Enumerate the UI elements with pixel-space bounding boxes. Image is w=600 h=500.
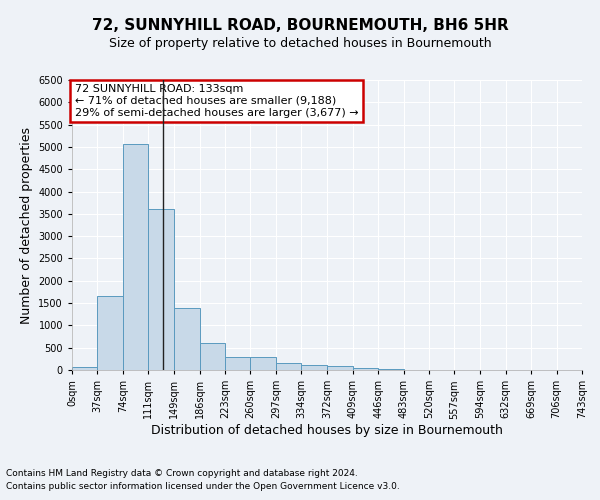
Text: 72, SUNNYHILL ROAD, BOURNEMOUTH, BH6 5HR: 72, SUNNYHILL ROAD, BOURNEMOUTH, BH6 5HR xyxy=(92,18,508,32)
Bar xyxy=(301,365,328,370)
Bar xyxy=(200,343,225,370)
Bar xyxy=(328,366,353,370)
Text: Contains HM Land Registry data © Crown copyright and database right 2024.: Contains HM Land Registry data © Crown c… xyxy=(6,468,358,477)
Bar xyxy=(97,296,123,370)
Text: Size of property relative to detached houses in Bournemouth: Size of property relative to detached ho… xyxy=(109,38,491,51)
Bar xyxy=(353,368,378,370)
Bar xyxy=(250,357,276,370)
X-axis label: Distribution of detached houses by size in Bournemouth: Distribution of detached houses by size … xyxy=(151,424,503,437)
Bar xyxy=(378,368,404,370)
Bar xyxy=(123,144,148,370)
Text: 72 SUNNYHILL ROAD: 133sqm
← 71% of detached houses are smaller (9,188)
29% of se: 72 SUNNYHILL ROAD: 133sqm ← 71% of detac… xyxy=(74,84,358,117)
Text: Contains public sector information licensed under the Open Government Licence v3: Contains public sector information licen… xyxy=(6,482,400,491)
Bar xyxy=(174,308,200,370)
Y-axis label: Number of detached properties: Number of detached properties xyxy=(20,126,32,324)
Bar xyxy=(72,367,97,370)
Bar xyxy=(225,357,250,370)
Bar xyxy=(148,210,174,370)
Bar xyxy=(276,364,301,370)
